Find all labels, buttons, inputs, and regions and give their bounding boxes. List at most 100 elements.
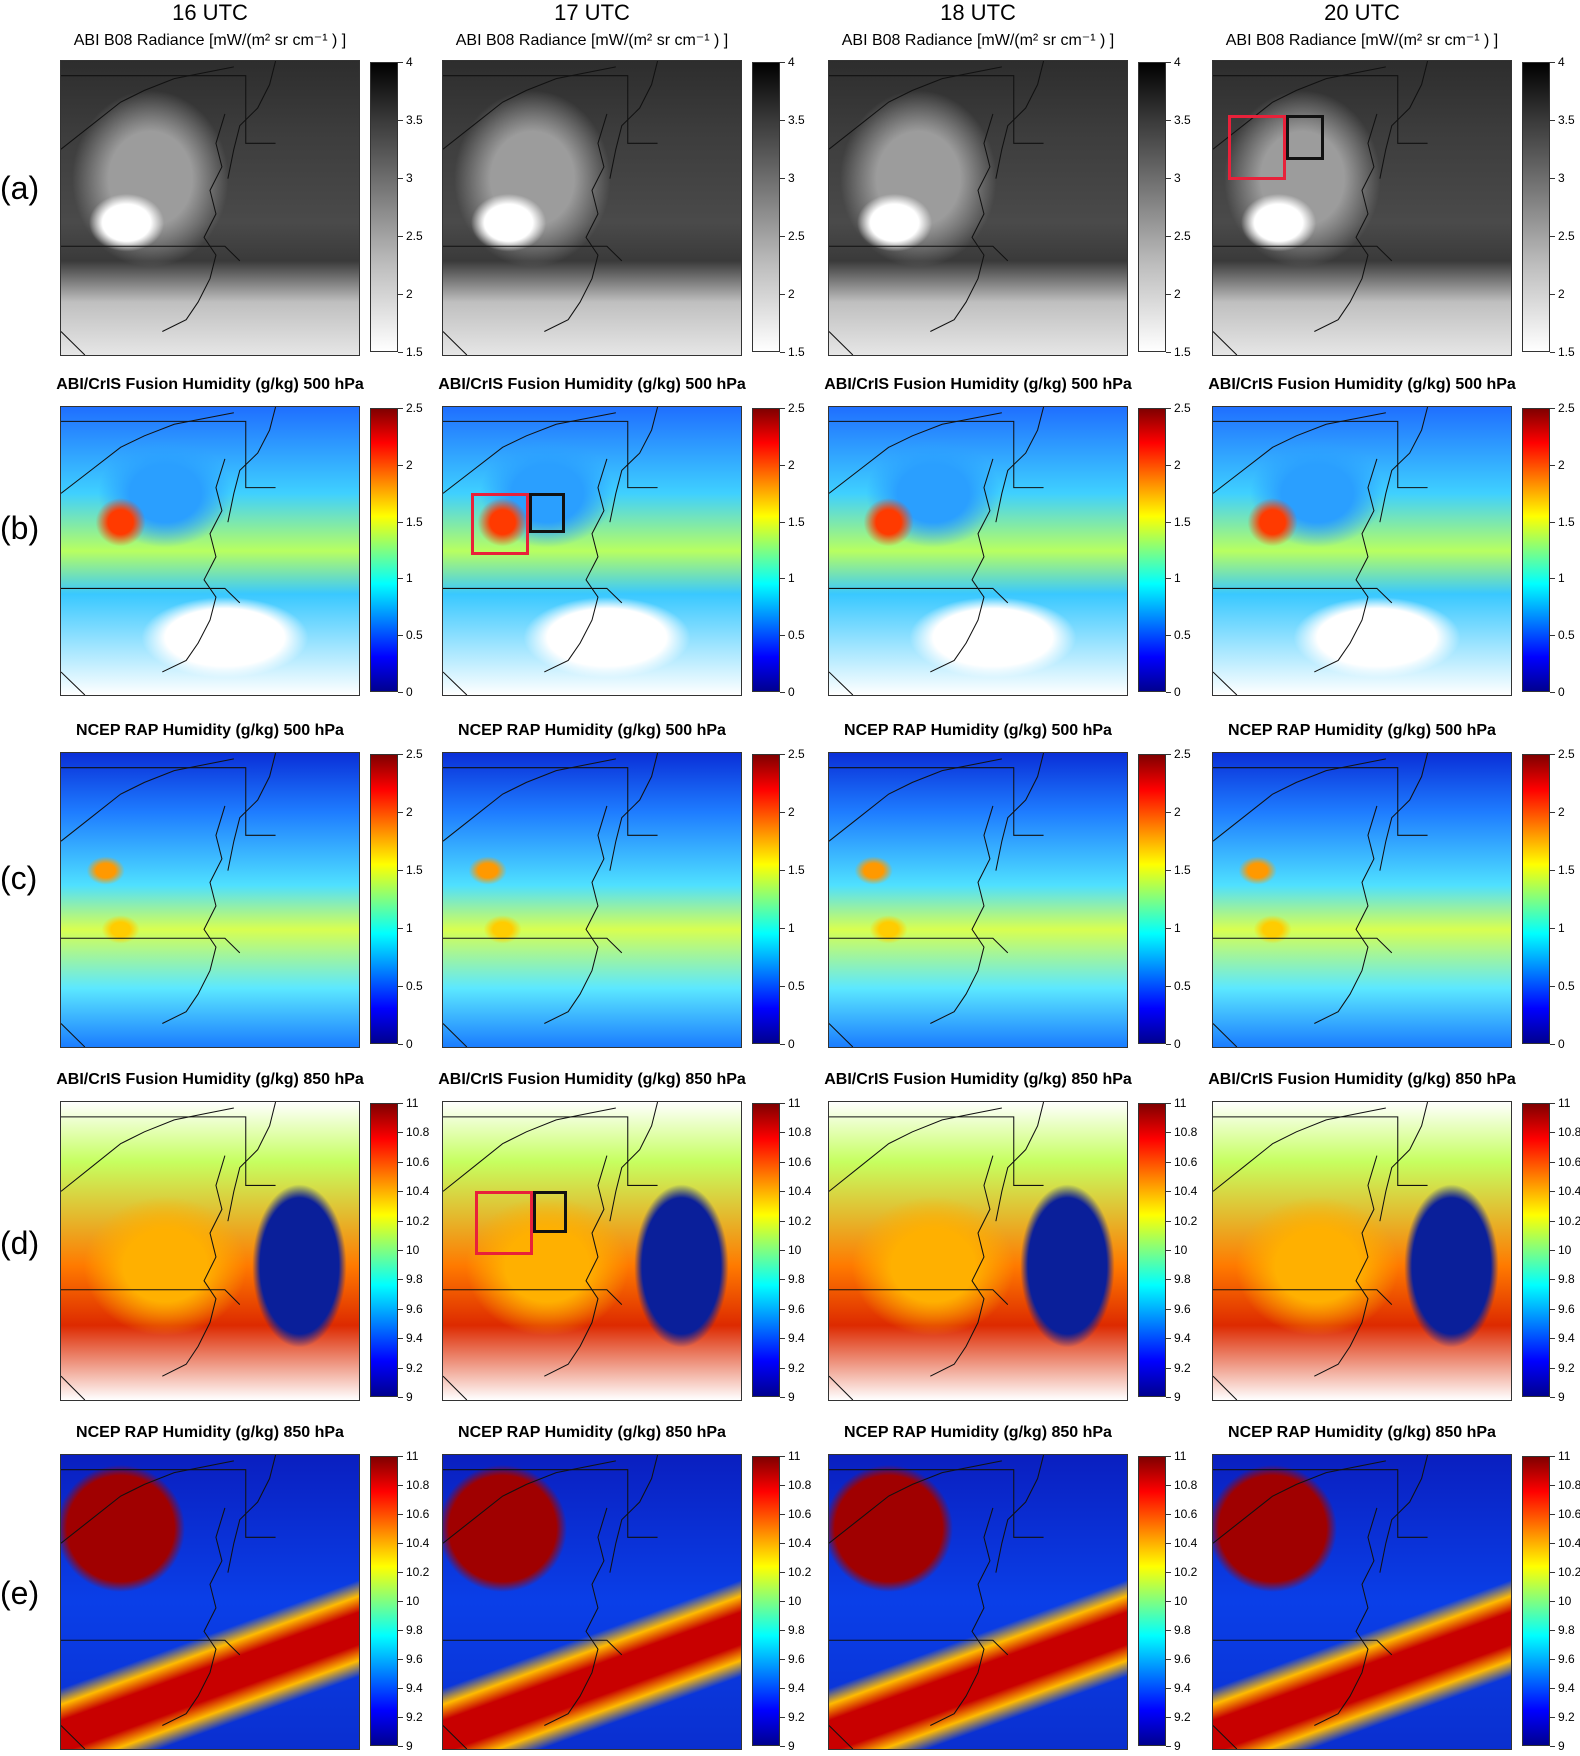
colorbar (1522, 1103, 1550, 1397)
map-boundaries (829, 753, 1045, 1047)
colorbar-tick-label: 9.8 (780, 1623, 805, 1637)
map-boundaries (443, 1102, 659, 1400)
colorbar-tick-label: 0.5 (1166, 628, 1191, 643)
colorbar-tick-label: 10.4 (779, 1536, 812, 1550)
map-boundaries (1213, 1102, 1429, 1400)
colorbar-tick-label: 2.5 (1166, 229, 1191, 243)
map-boundaries (443, 1455, 659, 1749)
colorbar-tick-label: 1.5 (780, 345, 805, 359)
colorbar-tick-label: 1 (1550, 921, 1565, 935)
map-panel (60, 1454, 360, 1750)
colorbar-tick-label: 9 (780, 1739, 795, 1753)
colorbar-tick-label: 2.5 (780, 747, 805, 761)
colorbar-tick-label: 9 (1550, 1739, 1565, 1753)
colorbar-tick-label: 1 (398, 921, 413, 935)
map-panel (442, 752, 742, 1048)
colorbar-tick-label: 3.5 (780, 113, 805, 127)
highlight-box-black (1286, 115, 1324, 160)
colorbar-tick-label: 4 (1550, 55, 1565, 69)
colorbar-tick-label: 10.4 (1165, 1536, 1198, 1550)
colorbar-tick-label: 4 (1166, 55, 1181, 69)
colorbar-tick-label: 10 (1549, 1243, 1572, 1257)
colorbar (752, 754, 780, 1044)
colorbar-tick-label: 11 (1549, 1449, 1571, 1463)
colorbar-tick-label: 9.6 (1550, 1301, 1575, 1316)
colorbar-tick-label: 10.4 (779, 1184, 812, 1199)
highlight-box-red (471, 493, 529, 555)
map-boundaries (61, 407, 277, 695)
panel-title: ABI/CrIS Fusion Humidity (g/kg) 500 hPa (56, 376, 364, 393)
colorbar-tick-label: 9.8 (1550, 1272, 1575, 1287)
colorbar-tick-label: 2.5 (1166, 401, 1191, 415)
colorbar-tick-label: 10.2 (1549, 1565, 1580, 1579)
row-label-4: (d) (0, 1225, 40, 1261)
colorbar (1522, 1456, 1550, 1746)
colorbar-tick-label: 2 (1550, 287, 1565, 301)
colorbar-tick-label: 3 (780, 171, 795, 185)
map-boundaries (443, 61, 659, 355)
colorbar-tick-label: 0 (1550, 1037, 1565, 1051)
colorbar-tick-label: 10.2 (1165, 1213, 1198, 1228)
colorbar (1522, 62, 1550, 352)
colorbar-tick-label: 9.6 (1166, 1652, 1191, 1666)
column-header-2: 17 UTC (554, 0, 630, 25)
colorbar-tick-label: 10.2 (397, 1213, 430, 1228)
map-boundaries (829, 407, 1045, 695)
colorbar (1522, 408, 1550, 692)
colorbar-tick-label: 2.5 (1550, 747, 1575, 761)
colorbar-tick-label: 2.5 (780, 229, 805, 243)
colorbar (1138, 1103, 1166, 1397)
row-label-2: (b) (0, 510, 40, 546)
panel-title: ABI/CrIS Fusion Humidity (g/kg) 500 hPa (1208, 376, 1516, 393)
colorbar-tick-label: 9.8 (1550, 1623, 1575, 1637)
colorbar-tick-label: 9.4 (780, 1681, 805, 1695)
colorbar (752, 1103, 780, 1397)
map-boundaries (1213, 1455, 1429, 1749)
colorbar-tick-label: 10.2 (1549, 1213, 1580, 1228)
colorbar-tick-label: 10.6 (779, 1154, 812, 1169)
map-panel (1212, 60, 1512, 356)
colorbar-tick-label: 0 (780, 1037, 795, 1051)
colorbar-tick-label: 1.5 (1550, 863, 1575, 877)
map-boundaries (1213, 61, 1429, 355)
highlight-box-red (475, 1191, 533, 1255)
map-panel (1212, 406, 1512, 696)
colorbar-tick-label: 2 (398, 805, 413, 819)
colorbar-tick-label: 3.5 (398, 113, 423, 127)
colorbar-tick-label: 9.6 (780, 1301, 805, 1316)
panel-title: ABI B08 Radiance [mW/(m² sr cm⁻¹ ) ] (1225, 32, 1499, 49)
colorbar-tick-label: 1.5 (1166, 345, 1191, 359)
colorbar-tick-label: 4 (780, 55, 795, 69)
colorbar (752, 62, 780, 352)
colorbar-tick-label: 10.4 (397, 1184, 430, 1199)
colorbar-tick-label: 9.8 (780, 1272, 805, 1287)
colorbar-tick-label: 0 (780, 685, 795, 699)
colorbar-tick-label: 10.6 (1549, 1154, 1580, 1169)
colorbar-tick-label: 2 (1550, 805, 1565, 819)
colorbar-tick-label: 10.2 (779, 1213, 812, 1228)
colorbar-tick-label: 0.5 (1550, 979, 1575, 993)
map-boundaries (443, 407, 659, 695)
map-boundaries (61, 1102, 277, 1400)
colorbar-tick-label: 11 (779, 1096, 801, 1110)
column-header-4: 20 UTC (1324, 0, 1400, 25)
colorbar-tick-label: 1.5 (1550, 345, 1575, 359)
colorbar-tick-label: 2.5 (1550, 401, 1575, 415)
colorbar-tick-label: 2 (780, 805, 795, 819)
colorbar-tick-label: 1.5 (398, 514, 423, 529)
colorbar-tick-label: 11 (1549, 1096, 1571, 1110)
colorbar-tick-label: 3 (398, 171, 413, 185)
row-label-1: (a) (0, 170, 40, 206)
colorbar-tick-label: 9.2 (398, 1710, 423, 1724)
map-boundaries (829, 1102, 1045, 1400)
colorbar-tick-label: 2.5 (1166, 747, 1191, 761)
map-boundaries (1213, 753, 1429, 1047)
map-panel (442, 406, 742, 696)
panel-title: ABI/CrIS Fusion Humidity (g/kg) 850 hPa (438, 1071, 746, 1088)
map-panel (442, 60, 742, 356)
colorbar (1138, 1456, 1166, 1746)
colorbar-tick-label: 2 (1166, 457, 1181, 472)
colorbar-tick-label: 10.2 (397, 1565, 430, 1579)
colorbar-tick-label: 9.6 (1166, 1301, 1191, 1316)
colorbar-tick-label: 9.2 (398, 1360, 423, 1375)
